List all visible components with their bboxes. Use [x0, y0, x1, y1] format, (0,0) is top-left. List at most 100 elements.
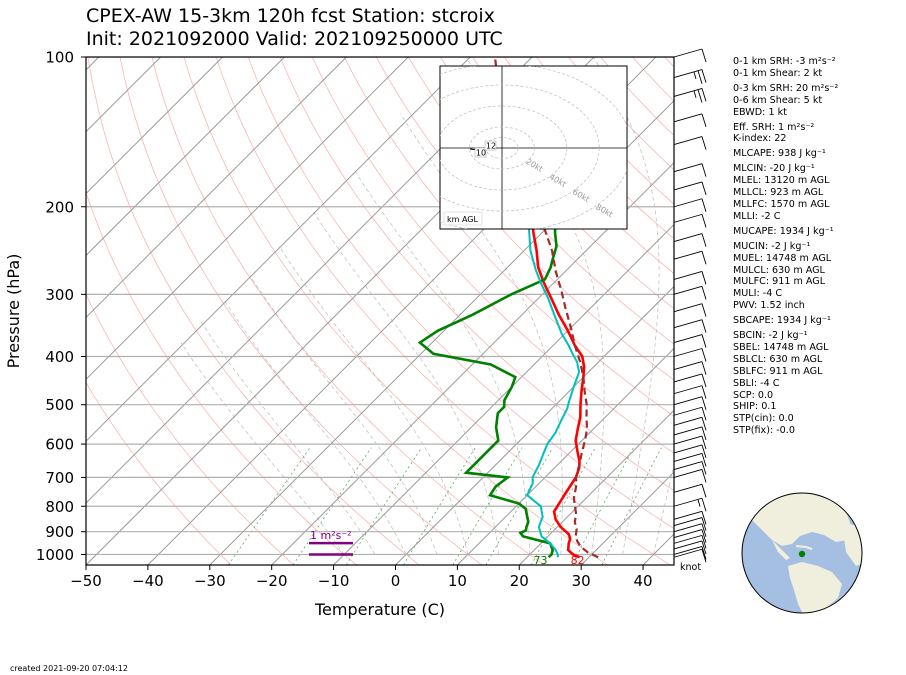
wind-barb	[673, 181, 707, 196]
wind-barb	[673, 136, 707, 150]
station-marker	[798, 550, 806, 558]
isotherm	[209, 100, 674, 565]
wind-barb	[673, 406, 707, 421]
dry-adiabat	[86, 191, 357, 565]
wind-barb	[673, 452, 707, 467]
isotherm	[457, 347, 674, 565]
chart-title-line2: Init: 2021092000 Valid: 202109250000 UTC	[86, 28, 503, 50]
index-pwv: PWV: 1.52 inch	[733, 300, 805, 312]
wind-barb	[673, 517, 707, 531]
y-tick-label: 800	[45, 498, 74, 516]
wind-barb	[673, 548, 707, 563]
moist-adiabat	[249, 275, 438, 555]
chart-axes: 73 82 −50 −40 −30 −20 −10 0 10 20 30 40 100 200 300 400…	[4, 49, 653, 620]
index-k-index: K-index: 22	[733, 133, 787, 145]
sounding-indices-panel: 0-1 km SRH: -3 m²s⁻² 0-1 km Shear: 2 kt …	[733, 56, 838, 437]
moist-adiabat	[400, 113, 563, 555]
hodo-label-box	[443, 211, 483, 226]
y-tick-label: 700	[45, 469, 74, 487]
wind-barb	[673, 534, 707, 549]
isotherm	[86, 57, 285, 257]
wind-barb	[673, 483, 707, 498]
wind-barb	[673, 396, 707, 410]
x-tick-label: −50	[70, 572, 102, 590]
dewpoint-profile	[417, 112, 588, 559]
hodo-height-label: 10	[476, 149, 486, 158]
x-tick-label: 40	[634, 572, 653, 590]
south-america-land	[788, 562, 842, 613]
x-tick-label: −20	[256, 572, 288, 590]
index-mllcl: MLLCL: 923 m AGL	[733, 187, 824, 199]
index-srh-0-3km: 0-3 km SRH: 20 m²s⁻²	[733, 82, 839, 94]
dry-adiabat	[119, 57, 483, 565]
index-mulcl: MULCL: 630 m AGL	[733, 264, 825, 276]
hodo-ring	[440, 105, 568, 191]
wind-barb	[673, 69, 707, 84]
hodo-label: km AGL	[447, 215, 479, 224]
mixing-ratio-line	[485, 447, 554, 565]
wind-barb	[673, 163, 707, 177]
mixing-ratio-line	[345, 447, 422, 565]
wind-barb	[673, 250, 707, 265]
mixing-ratio-line	[530, 447, 596, 565]
dry-adiabat	[86, 381, 232, 565]
hodo-height-box	[474, 147, 487, 158]
isotherm	[580, 471, 674, 565]
y-tick-label: 100	[45, 49, 74, 67]
wind-barb	[673, 529, 707, 543]
index-ebwd: EBWD: 1 kt	[733, 106, 787, 118]
x-tick-label: −30	[194, 572, 226, 590]
x-tick-label: 20	[510, 572, 529, 590]
index-mlcape: MLCAPE: 938 J kg⁻¹	[733, 148, 826, 160]
y-tick-label: 600	[45, 436, 74, 454]
wind-barb	[673, 497, 707, 512]
wind-barb	[673, 271, 707, 285]
y-tick-label: 1000	[36, 546, 74, 564]
x-tick-label: 10	[448, 572, 467, 590]
wind-barb	[673, 303, 707, 317]
hodo-height-box	[484, 140, 497, 151]
index-sbel: SBEL: 14748 m AGL	[733, 341, 829, 353]
central-america-land	[772, 540, 790, 560]
wind-barb	[673, 510, 707, 525]
index-scp: SCP: 0.0	[733, 389, 774, 401]
dry-adiabat	[439, 57, 674, 310]
wind-barb	[673, 285, 707, 300]
moist-adiabat	[653, 463, 674, 555]
wind-barb	[673, 435, 707, 450]
hodo-height-label: 12	[486, 142, 496, 151]
wind-barb	[673, 48, 707, 63]
index-shear-0-1km: 0-1 km Shear: 2 kt	[733, 67, 823, 79]
index-stp-cin: STP(cin): 0.0	[733, 413, 794, 425]
y-tick-label: 900	[45, 523, 74, 541]
moist-adiabat	[180, 342, 345, 555]
y-tick-label: 200	[45, 198, 74, 216]
y-tick-label: 400	[45, 348, 74, 366]
dry-adiabat	[183, 57, 608, 565]
dry-adiabat	[86, 293, 294, 565]
mixing-ratio-line	[228, 447, 311, 565]
wind-barbs: knot	[673, 48, 707, 573]
barb-unit-label: knot	[680, 562, 701, 573]
plot-frame	[85, 56, 675, 566]
isotherm	[86, 57, 409, 381]
isotherm	[333, 223, 674, 565]
index-shear-0-6km: 0-6 km Shear: 5 kt	[733, 94, 823, 106]
created-timestamp: created 2021-09-20 07:04:12	[10, 664, 128, 673]
wind-barb	[673, 373, 707, 388]
wind-barb	[673, 361, 707, 375]
dry-adiabat	[151, 57, 546, 565]
index-sblfc: SBLFC: 911 m AGL	[733, 365, 823, 377]
index-mulfc: MULFC: 911 m AGL	[733, 276, 826, 288]
index-muli: MULI: -4 C	[733, 288, 783, 300]
isotherm	[86, 57, 162, 133]
wind-barb	[673, 334, 707, 348]
caribbean-islands	[795, 545, 813, 550]
dry-adiabat	[472, 57, 674, 275]
north-america-land	[742, 493, 852, 546]
dry-adiabat	[247, 57, 674, 530]
wind-barb	[673, 319, 707, 333]
moist-adiabat	[313, 211, 500, 555]
